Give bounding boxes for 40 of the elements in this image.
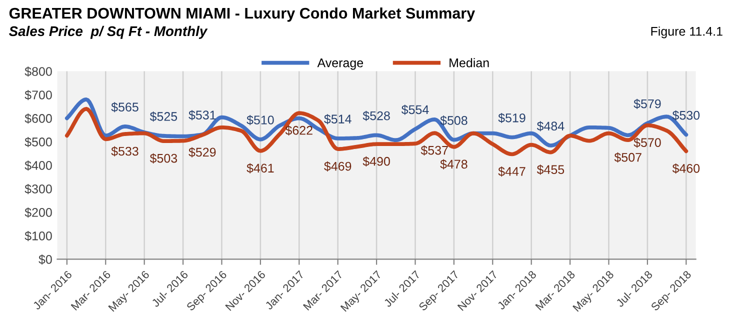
y-tick-label: $200 (24, 207, 52, 218)
legend-label: Average (317, 58, 364, 70)
y-tick-label: $600 (24, 114, 52, 124)
data-label: $579 (634, 98, 661, 109)
caption: Figure 11.4.1 (651, 26, 722, 38)
data-label: $490 (362, 156, 390, 167)
y-tick-label: $800 (24, 66, 52, 77)
chart-title: GREATER DOWNTOWN MIAMI - Luxury Condo Market Summary (9, 7, 476, 22)
data-label: $537 (420, 145, 448, 156)
data-label: $460 (672, 163, 700, 174)
data-label: $531 (188, 110, 216, 120)
data-label: $565 (111, 102, 138, 112)
data-label: $484 (536, 121, 564, 132)
data-label: $510 (246, 115, 274, 126)
chart-subtitle: Sales Price p/ Sq Ft - Monthly (8, 26, 208, 39)
y-tick-label: $400 (24, 160, 52, 171)
y-tick-label: $500 (24, 137, 52, 148)
data-label: $508 (440, 116, 468, 126)
data-label: $528 (362, 110, 390, 121)
y-tick-label: $0 (38, 254, 52, 265)
data-label: $525 (150, 112, 178, 122)
data-label: $469 (324, 161, 352, 172)
y-tick-label: $300 (24, 184, 52, 194)
y-tick-label: $100 (24, 230, 52, 242)
data-label: $478 (440, 159, 468, 170)
data-label: $529 (188, 147, 216, 158)
data-label: $519 (498, 112, 526, 124)
data-label: $554 (401, 104, 429, 115)
data-label: $447 (498, 166, 526, 177)
legend-label: Median (450, 58, 489, 68)
data-label: $533 (111, 146, 138, 156)
y-tick-label: $700 (24, 90, 52, 100)
data-label: $507 (614, 152, 642, 163)
data-label: $461 (246, 163, 274, 174)
data-label: $530 (672, 110, 700, 120)
data-label: $503 (150, 153, 178, 164)
data-label: $455 (536, 164, 564, 175)
data-label: $622 (285, 125, 312, 136)
data-label: $514 (324, 114, 352, 124)
data-label: $570 (634, 138, 661, 148)
